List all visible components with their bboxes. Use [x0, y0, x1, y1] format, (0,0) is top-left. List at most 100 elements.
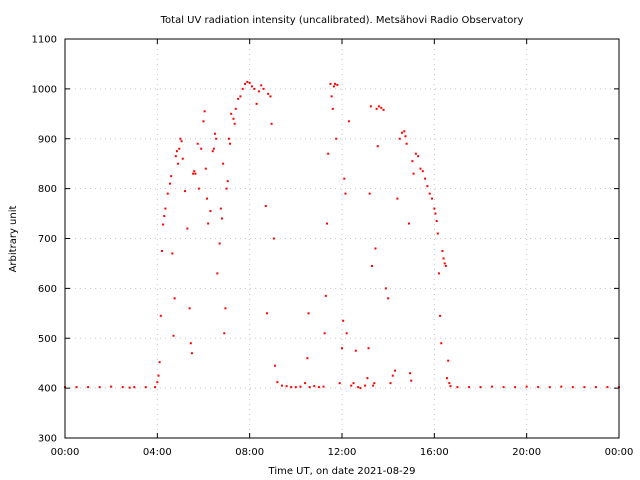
data-point	[189, 342, 192, 345]
data-point	[267, 92, 270, 95]
data-point	[403, 130, 406, 133]
data-point	[110, 385, 113, 388]
data-point	[407, 222, 410, 225]
data-point	[232, 117, 235, 120]
data-point	[133, 386, 136, 389]
x-tick-label: 08:00	[235, 447, 264, 458]
data-point	[344, 192, 347, 195]
data-point	[374, 247, 377, 250]
x-tick-label: 00:00	[51, 447, 80, 458]
data-point	[380, 106, 383, 109]
data-point	[411, 160, 414, 163]
data-point	[205, 197, 208, 200]
data-point	[75, 386, 78, 389]
data-point	[265, 312, 268, 315]
data-point	[382, 108, 385, 111]
data-point	[172, 334, 175, 337]
data-point	[428, 192, 431, 195]
x-tick-label: 16:00	[420, 447, 449, 458]
axis-ticks: 00:00 04:00 08:00 12:00 16:00 20:00 00:00 300 40…	[32, 35, 634, 459]
data-point	[372, 384, 375, 387]
data-point	[368, 192, 371, 195]
data-point	[173, 297, 176, 300]
data-point	[257, 90, 260, 93]
data-point	[290, 386, 293, 389]
data-point	[491, 385, 494, 388]
x-tick-label: 20:00	[512, 447, 541, 458]
data-point	[467, 386, 470, 389]
data-point	[128, 386, 131, 389]
data-point	[233, 122, 236, 125]
data-point	[170, 175, 173, 178]
data-point	[364, 384, 367, 387]
data-point	[391, 374, 394, 377]
data-point	[396, 197, 399, 200]
data-point	[409, 372, 412, 375]
data-point	[417, 155, 420, 158]
data-point	[352, 382, 355, 385]
data-point	[207, 222, 210, 225]
y-tick-label: 300	[38, 434, 57, 445]
data-point	[164, 207, 167, 210]
data-point	[447, 359, 450, 362]
data-point	[175, 150, 178, 153]
data-point	[225, 187, 228, 190]
data-point	[323, 332, 326, 335]
data-point	[387, 297, 390, 300]
data-point	[384, 287, 387, 290]
data-point	[405, 142, 408, 145]
data-point	[237, 97, 240, 100]
data-point	[437, 272, 440, 275]
data-point	[144, 386, 147, 389]
data-point	[299, 385, 302, 388]
data-point	[560, 385, 563, 388]
y-tick-label: 500	[38, 334, 57, 345]
data-point	[212, 147, 215, 150]
data-point	[180, 140, 183, 143]
data-point	[262, 87, 265, 90]
data-point	[439, 314, 442, 317]
data-point	[171, 252, 174, 255]
data-point	[446, 377, 449, 380]
y-axis-label: Arbitrary unit	[8, 206, 19, 273]
data-point	[224, 307, 227, 310]
data-point	[359, 387, 362, 390]
y-tick-label: 1100	[32, 35, 57, 46]
data-point	[234, 107, 237, 110]
data-point	[200, 147, 203, 150]
data-point	[280, 384, 283, 387]
data-point	[537, 386, 540, 389]
data-point	[367, 347, 370, 350]
data-point	[197, 187, 200, 190]
data-point	[322, 385, 325, 388]
data-point	[253, 87, 256, 90]
data-point	[285, 385, 288, 388]
data-point	[424, 177, 427, 180]
data-point	[177, 162, 180, 165]
data-point	[419, 167, 422, 170]
data-point	[193, 170, 196, 173]
data-point	[239, 95, 242, 98]
data-point	[443, 262, 446, 265]
data-point	[327, 152, 330, 155]
data-point	[479, 386, 482, 389]
data-point	[373, 382, 376, 385]
data-point	[162, 223, 165, 226]
data-point	[414, 152, 417, 155]
y-tick-label: 700	[38, 234, 57, 245]
data-point	[270, 122, 273, 125]
data-point	[188, 307, 191, 310]
data-point	[376, 145, 379, 148]
data-point	[174, 155, 177, 158]
data-point	[98, 386, 101, 389]
data-point	[184, 190, 187, 193]
data-point	[324, 294, 327, 297]
data-point	[435, 220, 438, 223]
data-point	[456, 386, 459, 389]
data-point	[375, 107, 378, 110]
data-point	[294, 386, 297, 389]
data-point	[194, 172, 197, 175]
data-point	[178, 147, 181, 150]
data-point	[440, 342, 443, 345]
